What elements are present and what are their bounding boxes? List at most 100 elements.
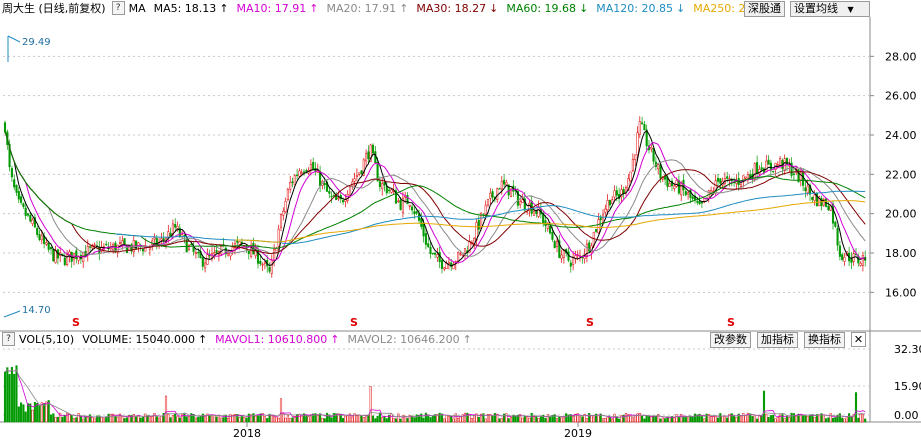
ma-settings-button[interactable]: 设置均线 ▼: [790, 1, 870, 17]
candle-body: [8, 144, 11, 168]
candle-body: [756, 162, 759, 174]
close-icon[interactable]: ✕: [851, 332, 866, 347]
candle-body: [49, 247, 53, 250]
high-marker-pointer: [7, 35, 21, 43]
candle-body: [153, 237, 156, 240]
volume-bar: [836, 414, 839, 423]
volume-bar: [220, 417, 223, 423]
volume-bar: [233, 413, 237, 423]
candle-body: [413, 211, 416, 215]
candle-body: [850, 258, 853, 263]
candle-body: [532, 210, 536, 216]
volume-bar: [431, 415, 434, 423]
candle-body: [300, 172, 303, 174]
volume-bar: [484, 418, 487, 423]
volume-bar: [565, 413, 568, 423]
volume-bar: [52, 413, 55, 423]
volume-bar: [572, 416, 575, 423]
volume-bar: [606, 416, 609, 423]
volume-bar: [714, 416, 717, 423]
ma-item: MA60: 19.68: [506, 1, 577, 15]
volume-bar: [818, 414, 821, 423]
volume-bar: [463, 412, 467, 423]
vol-indicator-label: VOL(5,10): [19, 332, 75, 346]
volume-bar: [197, 416, 200, 423]
candle-body: [749, 174, 752, 178]
volume-bar: [24, 411, 27, 423]
volume-bar: [415, 414, 418, 423]
candle-body: [463, 248, 467, 255]
candle-body: [585, 243, 588, 258]
volume-bar: [641, 415, 644, 423]
candle-body: [305, 170, 308, 172]
candle-body: [337, 197, 340, 200]
volume-bar: [776, 416, 779, 423]
candle-body: [263, 261, 266, 264]
volume-bar: [452, 418, 455, 423]
modify-params-button[interactable]: 改参数: [710, 332, 751, 348]
volume-help-icon[interactable]: ?: [2, 332, 15, 346]
volume-bar: [245, 417, 248, 423]
volume-bar: [385, 418, 388, 423]
volume-bar: [726, 417, 729, 423]
volume-bar: [716, 417, 720, 423]
volume-bar: [475, 413, 478, 423]
candle-body: [691, 196, 694, 200]
candle-body: [93, 244, 96, 246]
volume-bar: [447, 416, 450, 423]
volume-bar: [841, 417, 844, 423]
candle-body: [588, 242, 591, 252]
volume-bar: [210, 414, 214, 423]
ma250-line: [235, 200, 866, 243]
volume-bar: [466, 412, 469, 423]
volume-bar: [22, 404, 25, 423]
volume-bar: [854, 392, 858, 423]
volume-bar: [627, 414, 630, 423]
volume-bar: [443, 418, 446, 423]
candle-body: [45, 242, 48, 245]
volume-bar: [282, 413, 285, 423]
candle-body: [330, 195, 333, 198]
volume-bar: [330, 417, 333, 423]
volume-bar: [47, 400, 50, 423]
candle-body: [739, 183, 743, 187]
candle-body: [75, 250, 78, 259]
candle-body: [675, 180, 678, 187]
help-icon[interactable]: ?: [111, 1, 125, 15]
volume-bar: [26, 403, 30, 423]
volume-bar: [549, 416, 552, 423]
candle-body: [716, 177, 720, 182]
candle-body: [369, 144, 372, 162]
candle-body: [726, 176, 729, 179]
candle-body: [279, 214, 283, 228]
volume-bar: [749, 413, 752, 423]
switch-indicator-button[interactable]: 换指标: [804, 332, 845, 348]
candle-body: [365, 153, 368, 162]
candle-body: [765, 160, 768, 173]
volume-bar: [20, 402, 23, 423]
shenguting-button[interactable]: 深股通: [744, 1, 785, 17]
candle-body: [608, 199, 611, 206]
volume-bar: [808, 414, 812, 423]
volume-bar: [263, 416, 266, 423]
volume-bar: [155, 416, 158, 423]
volume-bar: [675, 414, 678, 423]
candle-body: [116, 244, 119, 253]
volume-bar: [696, 414, 699, 423]
volume-bar: [599, 413, 602, 423]
volume-bar: [240, 415, 243, 423]
mavol2-value: MAVOL2: 10646.200: [347, 332, 460, 346]
high-price-label: 29.49: [22, 37, 51, 48]
candle-body: [606, 200, 609, 211]
candle-body: [569, 262, 572, 267]
ma-item: MA5: 18.13: [153, 1, 217, 15]
candle-body: [843, 256, 846, 262]
add-indicator-button[interactable]: 加指标: [757, 332, 798, 348]
volume-bar: [523, 416, 526, 423]
volume-bar: [636, 413, 639, 423]
candle-body: [599, 217, 602, 221]
volume-bar: [128, 414, 131, 423]
candle-body: [236, 240, 239, 243]
volume-bar: [199, 415, 202, 423]
